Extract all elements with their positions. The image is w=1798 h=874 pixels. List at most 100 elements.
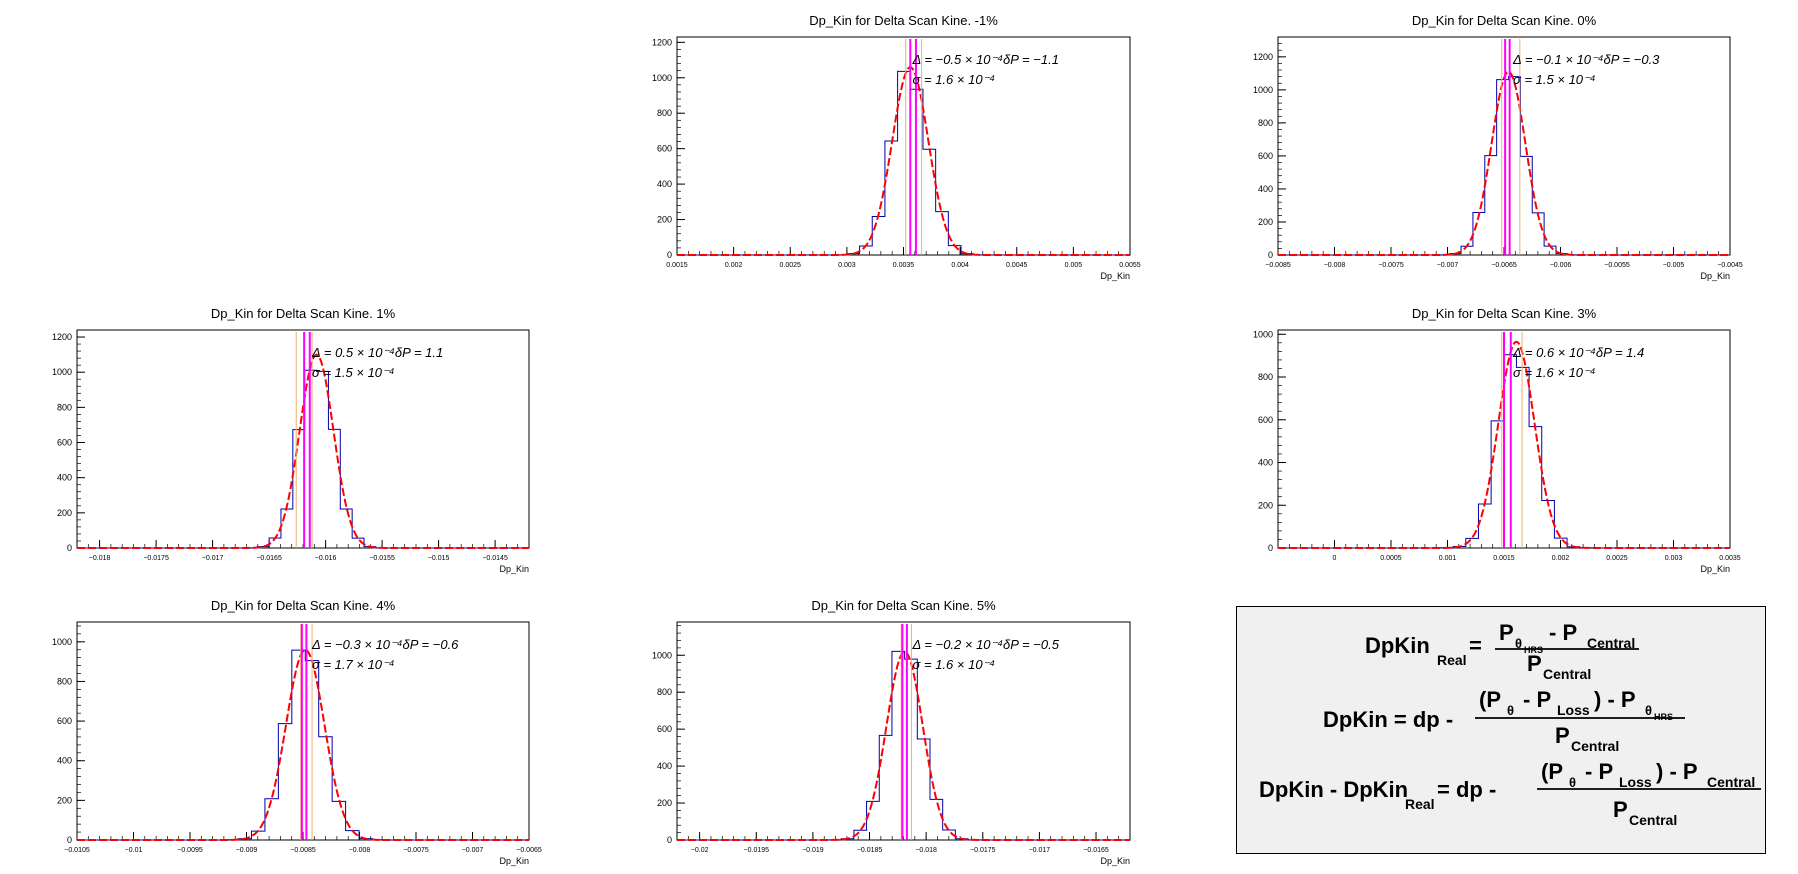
formula1-lhs-sub: Real: [1437, 652, 1467, 668]
y-tick-label: 400: [657, 761, 672, 771]
x-tick-label: 0.0035: [893, 262, 915, 269]
annotation-sigma: σ = 1.6 × 10⁻⁴: [913, 72, 996, 87]
formula1-num-subsub: HRS: [1524, 645, 1543, 655]
x-axis-label: Dp_Kin: [1700, 564, 1730, 574]
y-tick-label: 200: [57, 508, 72, 518]
x-tick-label: −0.018: [89, 555, 111, 562]
x-tick-label: −0.008: [349, 847, 371, 854]
y-tick-label: 1000: [52, 637, 72, 647]
x-tick-label: 0.001: [1439, 555, 1457, 562]
y-tick-label: 800: [1258, 118, 1273, 128]
x-tick-label: −0.007: [462, 847, 484, 854]
annotation-delta: Δ = 0.5 × 10⁻⁴δP = 1.1: [311, 345, 443, 360]
plot-frame: [76, 329, 530, 549]
histogram-bars: [677, 70, 1130, 256]
chart-title: Dp_Kin for Delta Scan Kine. 3%: [1412, 306, 1597, 321]
x-tick-label: 0.002: [725, 262, 743, 269]
histogram-panel: Dp_Kin for Delta Scan Kine. 5% 0 200 400 600…: [652, 598, 1131, 866]
y-tick-label: 200: [57, 795, 72, 805]
histogram-panel: Dp_Kin for Delta Scan Kine. 1% 0 200 400 600…: [52, 306, 530, 574]
x-tick-label: −0.0055: [1604, 262, 1630, 269]
plot-frame: [1277, 36, 1731, 256]
x-tick-label: −0.0045: [1717, 262, 1743, 269]
formula2-num-c-subsub: HRS: [1654, 712, 1673, 722]
y-tick-label: 600: [57, 438, 72, 448]
y-tick-label: 600: [57, 716, 72, 726]
chart-title: Dp_Kin for Delta Scan Kine. 0%: [1412, 13, 1597, 28]
annotation-delta: Δ = 0.6 × 10⁻⁴δP = 1.4: [1512, 345, 1644, 360]
y-tick-label: 400: [57, 756, 72, 766]
y-tick-label: 1000: [1253, 85, 1273, 95]
gaussian-fit-curve: [677, 650, 1130, 841]
formula1-num-sub: θ: [1515, 636, 1522, 651]
x-tick-label: 0.002: [1552, 555, 1570, 562]
formula2-lhs: DpKin = dp -: [1323, 707, 1453, 732]
formula1-den-sub: Central: [1543, 666, 1591, 682]
formula3-num-c: ) - P: [1656, 759, 1698, 784]
y-tick-label: 0: [67, 835, 72, 845]
x-tick-label: −0.0195: [744, 847, 770, 854]
formula3-num-b-sub: Loss: [1619, 774, 1652, 790]
formula2-num-c: ) - P: [1594, 687, 1636, 712]
y-tick-label: 1000: [52, 367, 72, 377]
formula2-den-p: P: [1555, 723, 1570, 748]
y-tick-label: 0: [667, 835, 672, 845]
formula3-den-sub: Central: [1629, 812, 1677, 828]
x-tick-label: −0.0075: [403, 847, 429, 854]
formula1-num-tail: - P: [1549, 620, 1577, 645]
formula2-num-a-sub: θ: [1507, 703, 1514, 718]
y-tick-label: 800: [57, 402, 72, 412]
y-tick-label: 400: [1258, 184, 1273, 194]
x-tick-label: −0.0075: [1378, 262, 1404, 269]
x-tick-label: −0.01: [125, 847, 143, 854]
y-tick-label: 1200: [52, 332, 72, 342]
y-tick-label: 0: [1268, 543, 1273, 553]
histogram-bars: [77, 649, 529, 841]
x-tick-label: 0.0045: [1006, 262, 1028, 269]
x-tick-label: −0.005: [1663, 262, 1685, 269]
x-axis-label: Dp_Kin: [1100, 271, 1130, 281]
x-tick-label: −0.006: [1550, 262, 1572, 269]
histogram-bars: [677, 650, 1130, 841]
formula3-lhs: DpKin - DpKin: [1259, 777, 1408, 802]
x-tick-label: 0.0035: [1719, 555, 1741, 562]
histogram-bars: [1278, 354, 1730, 549]
annotation-sigma: σ = 1.6 × 10⁻⁴: [913, 657, 996, 672]
annotation-sigma: σ = 1.5 × 10⁻⁴: [312, 365, 395, 380]
x-tick-label: 0.0015: [666, 262, 688, 269]
x-axis-label: Dp_Kin: [499, 856, 529, 866]
gaussian-fit-curve: [677, 66, 1130, 256]
annotation-sigma: σ = 1.5 × 10⁻⁴: [1513, 72, 1596, 87]
y-tick-label: 600: [1258, 151, 1273, 161]
x-tick-label: −0.0095: [177, 847, 203, 854]
x-tick-label: −0.0175: [970, 847, 996, 854]
y-tick-label: 600: [657, 144, 672, 154]
x-tick-label: −0.008: [1324, 262, 1346, 269]
annotation-delta: Δ = −0.3 × 10⁻⁴δP = −0.6: [311, 637, 459, 652]
x-axis-label: Dp_Kin: [1700, 271, 1730, 281]
x-tick-label: −0.0085: [290, 847, 316, 854]
annotation-sigma: σ = 1.6 × 10⁻⁴: [1513, 365, 1596, 380]
gaussian-fit-curve: [77, 648, 529, 841]
y-tick-label: 0: [67, 543, 72, 553]
annotation-delta: Δ = −0.5 × 10⁻⁴δP = −1.1: [912, 52, 1059, 67]
formula3-num-c-sub: Central: [1707, 774, 1755, 790]
x-tick-label: −0.0145: [482, 555, 508, 562]
y-tick-label: 800: [1258, 372, 1273, 382]
formula2-num-b: - P: [1523, 687, 1551, 712]
plot-frame: [676, 621, 1131, 841]
x-tick-label: 0.0025: [1606, 555, 1628, 562]
chart-title: Dp_Kin for Delta Scan Kine. 1%: [211, 306, 396, 321]
x-tick-label: 0.0005: [1380, 555, 1402, 562]
y-tick-label: 800: [57, 676, 72, 686]
x-tick-label: −0.017: [202, 555, 224, 562]
x-tick-label: −0.018: [915, 847, 937, 854]
formula1-den-p: P: [1527, 651, 1542, 676]
y-tick-label: 600: [1258, 415, 1273, 425]
y-tick-label: 1200: [1253, 52, 1273, 62]
formula3-num-a-sub: θ: [1569, 775, 1576, 790]
x-tick-label: 0.0055: [1119, 262, 1141, 269]
x-tick-label: −0.0065: [516, 847, 542, 854]
histogram-bars: [77, 369, 529, 549]
